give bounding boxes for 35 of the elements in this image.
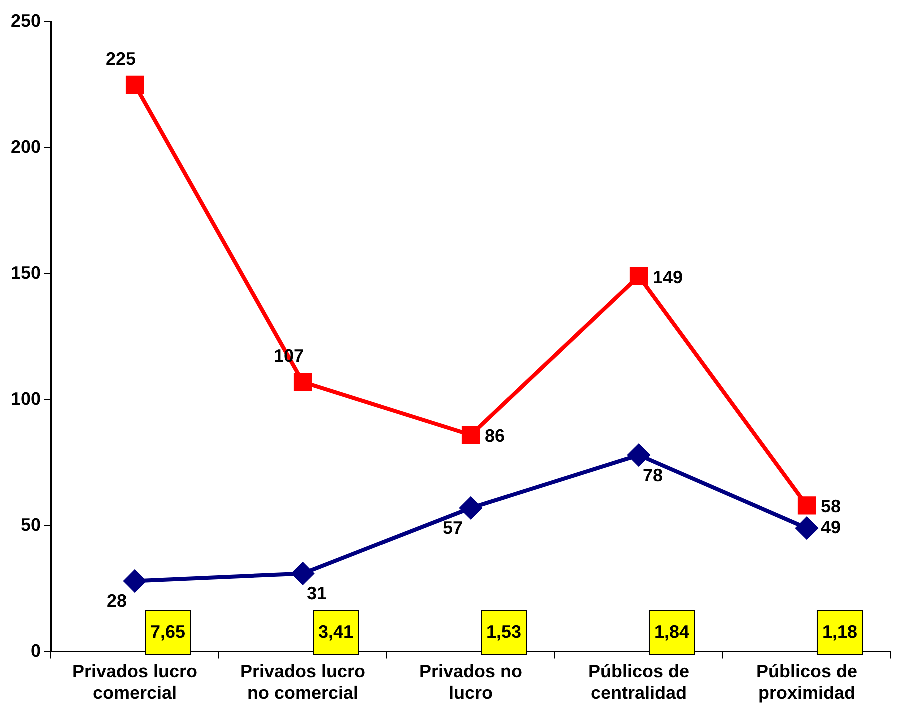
annotation: 1,84 (654, 622, 690, 642)
x-tick-label: Privados lucro comercial (72, 662, 198, 704)
data-label: 86 (485, 426, 506, 446)
point (294, 373, 312, 392)
annotation: 3,41 (318, 622, 354, 642)
annotation: 1,18 (822, 622, 858, 642)
data-label: 57 (443, 518, 464, 538)
point (796, 517, 818, 540)
point (292, 562, 314, 585)
annotation: 7,65 (150, 622, 186, 642)
y-tick-label: 100 (10, 388, 42, 409)
data-label: 58 (821, 496, 842, 517)
point (460, 497, 482, 520)
point (630, 267, 648, 286)
data-label: 225 (106, 48, 136, 69)
data-label: 31 (307, 584, 328, 604)
data-label: 49 (821, 517, 842, 538)
point (462, 426, 480, 444)
y-tick-label: 150 (10, 262, 42, 283)
data-label: 78 (642, 465, 664, 486)
data-label: 28 (107, 591, 128, 612)
x-tick-label: Públicos de proximidad (756, 662, 858, 704)
x-tick-label: Privados lucro no comercial (240, 662, 366, 704)
data-label: 149 (653, 267, 684, 288)
y-tick-label: 50 (21, 514, 42, 535)
x-tick-label: Públicos de centralidad (588, 662, 690, 704)
y-tick-label: 250 (10, 10, 42, 31)
point (126, 76, 144, 94)
y-tick-label: 200 (10, 136, 42, 157)
x-tick-label: Privados no lucro (420, 662, 523, 704)
point (798, 496, 816, 515)
y-tick-label: 0 (31, 640, 42, 661)
point (628, 444, 650, 466)
point (124, 570, 146, 592)
annotation: 1,53 (486, 622, 522, 642)
